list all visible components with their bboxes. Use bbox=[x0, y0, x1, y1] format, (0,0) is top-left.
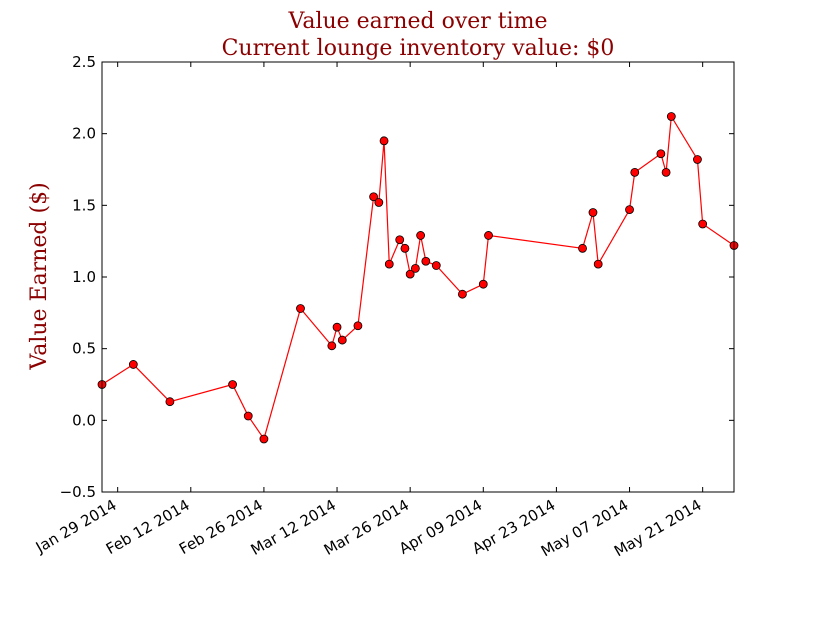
data-point bbox=[698, 219, 708, 229]
y-axis-label: Value Earned ($) bbox=[27, 182, 52, 370]
data-point bbox=[327, 341, 337, 351]
chart-subtitle: Current lounge inventory value: $0 bbox=[222, 36, 615, 61]
data-point bbox=[384, 259, 394, 269]
y-tick-label: 1.0 bbox=[72, 268, 96, 286]
data-point bbox=[395, 235, 405, 245]
data-point bbox=[666, 112, 676, 121]
plot-frame bbox=[101, 61, 735, 493]
data-point bbox=[661, 167, 671, 177]
data-point bbox=[165, 397, 175, 407]
data-point bbox=[656, 149, 666, 159]
data-point bbox=[128, 360, 138, 369]
data-point bbox=[369, 192, 379, 202]
data-point bbox=[410, 263, 420, 273]
data-point bbox=[484, 231, 493, 240]
data-point bbox=[353, 321, 363, 331]
data-point bbox=[259, 434, 269, 444]
chart-title: Value earned over time bbox=[287, 9, 547, 34]
data-point bbox=[593, 259, 603, 269]
data-point bbox=[243, 411, 253, 421]
data-point bbox=[416, 231, 426, 240]
data-point bbox=[296, 304, 305, 313]
y-tick-label: 0.0 bbox=[72, 411, 96, 429]
y-tick-label: 2.0 bbox=[72, 125, 96, 143]
data-point bbox=[337, 335, 347, 345]
y-tick-label: −0.5 bbox=[60, 483, 96, 501]
data-point bbox=[625, 205, 634, 215]
data-point bbox=[332, 322, 342, 332]
data-point bbox=[400, 243, 410, 253]
data-point bbox=[228, 380, 237, 389]
series-line bbox=[101, 114, 735, 441]
data-point bbox=[693, 155, 702, 164]
data-point bbox=[431, 261, 441, 270]
data-point bbox=[578, 243, 587, 253]
data-point bbox=[405, 269, 415, 279]
data-point bbox=[478, 279, 488, 289]
data-point bbox=[379, 136, 389, 146]
data-point bbox=[630, 167, 640, 177]
y-tick-label: 2.5 bbox=[72, 53, 96, 71]
data-point bbox=[457, 289, 467, 299]
data-point bbox=[421, 256, 431, 266]
y-tick-label: 0.5 bbox=[72, 340, 96, 358]
y-tick-label: 1.5 bbox=[72, 196, 96, 214]
data-point bbox=[588, 208, 598, 217]
data-point bbox=[374, 198, 384, 207]
